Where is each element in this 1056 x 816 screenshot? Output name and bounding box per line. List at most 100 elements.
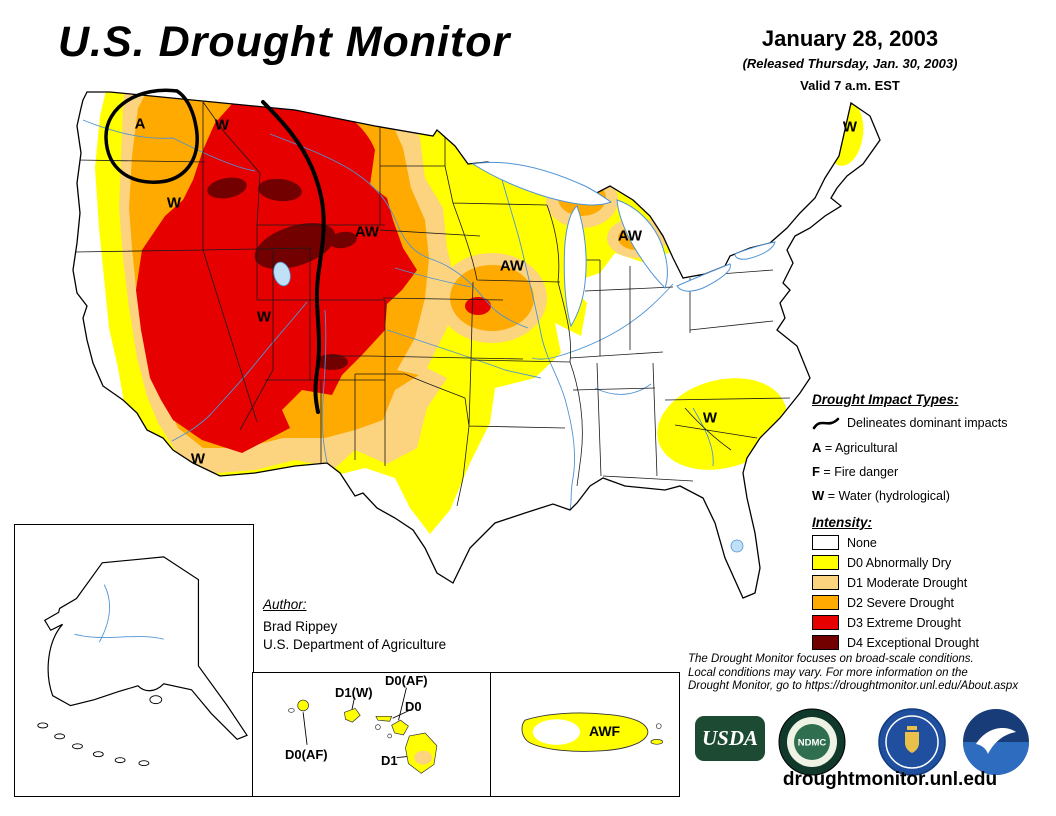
map-impact-label: W — [190, 450, 206, 468]
website-url[interactable]: droughtmonitor.unl.edu — [782, 769, 998, 790]
map-impact-label: AW — [617, 227, 643, 245]
map-impact-label: W — [214, 116, 230, 134]
hawaii-leader-lines — [302, 687, 410, 759]
impact-symbol: W — [812, 488, 825, 503]
island-oahu — [344, 708, 361, 723]
map-impact-label: W — [166, 194, 182, 212]
aleutian-islands — [37, 695, 163, 767]
island-niihau — [288, 708, 295, 713]
lake-erie — [676, 263, 731, 292]
alaska-rivers — [74, 584, 164, 643]
puerto-rico-none-area — [532, 719, 581, 745]
island-maui — [391, 719, 409, 736]
impact-symbol: F — [812, 464, 820, 479]
island-vieques — [650, 739, 664, 745]
disclaimer-line: Drought Monitor, go to https://droughtmo… — [688, 680, 1019, 692]
delineates-label: Delineates dominant impacts — [847, 416, 1008, 430]
hawaii-drought-label: D0(AF) — [285, 747, 328, 762]
intensity-swatch — [812, 535, 839, 550]
intensity-swatch — [812, 575, 839, 590]
impact-delineation-curves — [104, 88, 326, 414]
intensity-legend: Intensity: None D0 Abnormally Dry D1 Mod… — [812, 515, 1047, 650]
intensity-swatch — [812, 615, 839, 630]
lake-michigan — [563, 205, 587, 328]
alaska-map — [37, 556, 248, 767]
drought-region-d4-wyoming — [254, 222, 336, 270]
conus-map — [72, 88, 881, 599]
impact-item-fire: F = Fire danger — [812, 464, 1047, 479]
university-seal-logo — [878, 708, 946, 776]
impact-legend-heading: Drought Impact Types: — [812, 392, 959, 407]
impact-text: = Fire danger — [819, 465, 899, 479]
impact-symbol: A — [812, 440, 822, 455]
island-kauai — [297, 699, 309, 712]
delineation-curve-icon — [812, 417, 840, 430]
map-impact-label: A — [134, 115, 146, 133]
map-date: January 28, 2003 — [761, 26, 939, 51]
island-hawaii-d1-area — [414, 750, 432, 765]
drought-region-d4-utah — [316, 354, 348, 370]
rivers — [82, 119, 714, 510]
author-org: U.S. Department of Agriculture — [263, 637, 447, 652]
author-block: Author: Brad Rippey U.S. Department of A… — [263, 597, 446, 652]
intensity-row-d2: D2 Severe Drought — [812, 595, 1047, 610]
hawaii-drought-label: D1(W) — [335, 685, 373, 700]
impact-types-legend: Drought Impact Types: Delineates dominan… — [812, 392, 1047, 503]
delineates-row: Delineates dominant impacts — [812, 415, 1047, 431]
map-impact-label: W — [842, 118, 858, 136]
hawaii-drought-label: D0(AF) — [385, 673, 428, 688]
intensity-legend-heading: Intensity: — [812, 515, 873, 530]
hawaii-inset: D0(AF) D1(W) D0 D0(AF) D1 — [252, 672, 492, 797]
intensity-label: None — [847, 535, 877, 550]
usda-logo: USDA — [695, 716, 765, 761]
map-impact-label: AW — [499, 257, 525, 275]
hawaii-map — [288, 687, 438, 774]
author-name: Brad Rippey — [263, 619, 338, 634]
intensity-label: D2 Severe Drought — [847, 595, 955, 610]
lake-superior — [471, 161, 613, 206]
intensity-swatch — [812, 635, 839, 650]
ndmc-logo-text: NDMC — [798, 738, 827, 749]
impact-text: = Agricultural — [821, 441, 898, 455]
alaska-outline — [43, 556, 248, 741]
map-impact-label: AW — [354, 223, 380, 241]
intensity-row-d4: D4 Exceptional Drought — [812, 635, 1047, 650]
intensity-swatch — [812, 595, 839, 610]
us-outline — [72, 91, 881, 599]
puerto-rico-inset: AWF — [490, 672, 680, 797]
page-title: U.S. Drought Monitor — [58, 18, 511, 66]
puerto-rico-drought-label: AWF — [589, 723, 621, 739]
drought-region-d4-colorado — [329, 231, 357, 249]
lake-huron — [616, 199, 668, 289]
ndmc-logo: NDMC — [778, 708, 846, 776]
island-lanai — [375, 724, 381, 730]
great-salt-lake — [273, 261, 291, 287]
disclaimer-line: Local conditions may vary. For more info… — [688, 666, 968, 679]
usda-logo-text: USDA — [701, 726, 759, 750]
disclaimer: The Drought Monitor focuses on broad-sca… — [688, 653, 1048, 694]
impact-curve-rockies — [261, 100, 326, 414]
intensity-row-d0: D0 Abnormally Dry — [812, 555, 1047, 570]
impact-curve-northwest — [104, 88, 199, 184]
intensity-label: D4 Exceptional Drought — [847, 635, 980, 650]
lake-ontario — [734, 241, 776, 260]
puerto-rico-map — [521, 712, 664, 752]
great-lakes — [471, 161, 776, 328]
alaska-inset — [14, 524, 254, 797]
island-molokai — [375, 715, 393, 722]
map-impact-label: W — [702, 409, 718, 427]
intensity-row-none: None — [812, 535, 1047, 550]
date-block: January 28, 2003 (Released Thursday, Jan… — [700, 26, 1000, 93]
drought-region-d3-iowa — [465, 297, 491, 315]
island-kahoolawe — [387, 733, 393, 739]
drought-region-d2-iowa — [450, 265, 534, 331]
intensity-row-d1: D1 Moderate Drought — [812, 575, 1047, 590]
disclaimer-line: The Drought Monitor focuses on broad-sca… — [688, 653, 974, 665]
impact-text: = Water (hydrological) — [824, 489, 950, 503]
drought-region-d4-idaho — [207, 177, 247, 199]
map-impact-label: W — [256, 308, 272, 326]
author-heading: Author: — [263, 597, 307, 612]
impact-item-agricultural: A = Agricultural — [812, 440, 1047, 455]
lake-okeechobee — [730, 539, 744, 553]
